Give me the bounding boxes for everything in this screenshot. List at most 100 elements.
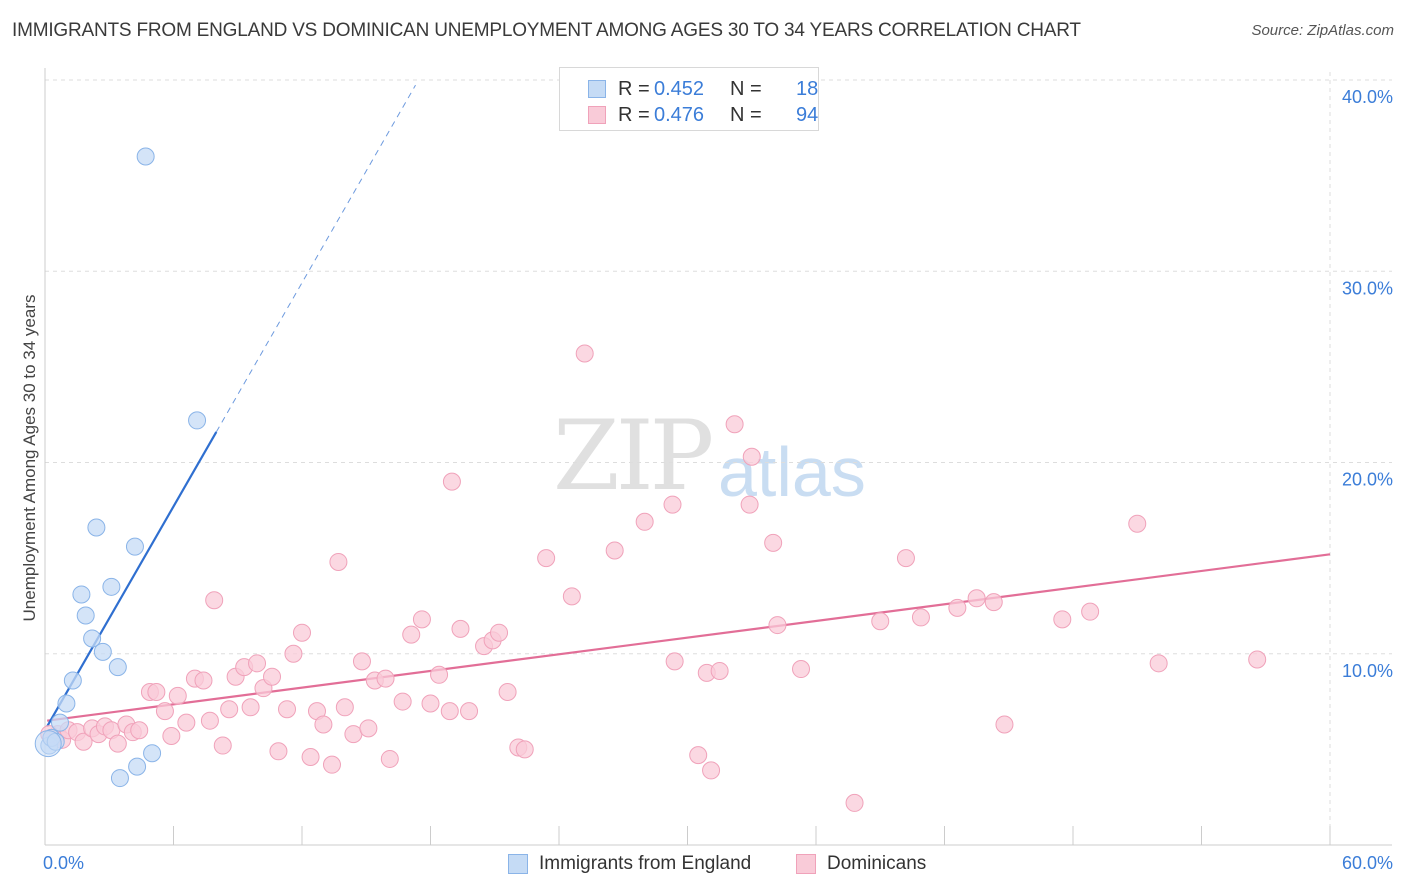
dominican-point <box>896 549 915 568</box>
x-tick-label: 0.0% <box>43 853 84 873</box>
legend-n-label: N = <box>730 104 762 126</box>
chart-title: IMMIGRANTS FROM ENGLAND VS DOMINICAN UNE… <box>12 20 1081 41</box>
dominican-point <box>948 598 967 617</box>
dominican-point <box>871 612 890 631</box>
dominican-point <box>74 732 93 751</box>
dominican-point <box>402 625 421 644</box>
dominican-point <box>911 608 930 627</box>
dominican-point <box>359 719 378 738</box>
dominican-point <box>293 623 311 642</box>
bottom-legend-label-dominicans: Dominicans <box>827 853 927 874</box>
dominican-point <box>665 652 684 671</box>
england-point <box>143 744 162 763</box>
england-point <box>102 577 121 596</box>
england-point <box>83 629 102 648</box>
dominican-point <box>1081 602 1100 621</box>
dominican-point <box>490 623 509 642</box>
dominican-point <box>147 683 166 701</box>
dominican-point <box>108 734 127 753</box>
dominican-point <box>537 549 556 568</box>
legend-r-value: 0.452 <box>654 78 705 100</box>
dominican-point <box>740 495 759 514</box>
dominican-point <box>430 665 449 684</box>
dominican-point <box>845 793 864 812</box>
dominican-point <box>792 660 811 679</box>
trend-lines <box>46 84 1331 727</box>
dominican-point <box>1149 654 1168 673</box>
dominican-point <box>460 702 479 721</box>
dominican-point <box>575 344 594 363</box>
bottom-legend-swatch-england <box>508 854 528 874</box>
england-point <box>87 518 106 537</box>
england-point-cluster <box>34 730 62 758</box>
dominican-point <box>278 700 297 719</box>
england-point <box>125 537 144 556</box>
bottom-legend-label-england: Immigrants from England <box>539 853 752 874</box>
dominican-point <box>284 644 303 663</box>
y-tick-label: 20.0% <box>1342 470 1393 490</box>
dominican-point <box>635 512 654 531</box>
dominican-point <box>162 726 181 745</box>
dominican-point <box>1053 610 1072 629</box>
dominican-point <box>451 619 470 638</box>
dominican-point <box>194 671 213 690</box>
x-tick-label: 60.0% <box>1342 853 1393 873</box>
england-point <box>108 658 127 677</box>
y-tick-label: 30.0% <box>1342 278 1393 298</box>
dominican-point <box>200 711 219 730</box>
bottom-legend-swatch-dominicans <box>796 854 816 874</box>
dominican-point <box>562 587 581 606</box>
dominican-point <box>764 533 783 552</box>
grid-lines <box>45 72 1392 845</box>
dominican-point <box>352 652 371 671</box>
england-point <box>57 694 76 713</box>
legend-n-value: 18 <box>796 78 819 100</box>
dominican-point <box>155 702 174 721</box>
dominican-point <box>177 713 196 732</box>
dominican-point <box>984 593 1003 612</box>
dominican-point <box>314 715 333 734</box>
dominican-point <box>344 725 363 744</box>
correlation-legend: R = 0.452 N = 18 R = 0.476 N = 94 <box>559 67 819 131</box>
england-point <box>63 671 82 690</box>
dominican-point <box>301 748 320 767</box>
dominican-point <box>742 447 761 466</box>
dominican-point <box>393 692 412 711</box>
dominican-point <box>768 616 787 635</box>
dominican-point <box>241 698 260 717</box>
england-point <box>128 757 147 776</box>
dominican-point <box>515 740 534 759</box>
dominican-point <box>248 654 267 673</box>
watermark-atlas: atlas <box>718 433 866 511</box>
dominican-point <box>689 746 708 765</box>
dominican-point <box>1128 514 1147 533</box>
england-point <box>76 606 95 625</box>
england-point <box>72 585 91 604</box>
dominican-point <box>442 472 461 491</box>
england-point <box>50 713 69 732</box>
legend-n-label: N = <box>730 78 762 100</box>
legend-r-label: R = <box>618 78 650 100</box>
dominican-point <box>220 700 239 719</box>
dominican-point <box>440 702 459 721</box>
dominican-point <box>605 541 624 560</box>
axes <box>44 68 1392 846</box>
dominican-point <box>412 610 431 629</box>
watermark-zip: ZIP <box>553 400 714 512</box>
dominican-point <box>213 736 232 755</box>
dominican-point <box>329 552 348 571</box>
source-credit: Source: ZipAtlas.com <box>1251 22 1394 39</box>
dominican-point <box>710 661 729 680</box>
dominican-point <box>376 669 395 688</box>
dominican-point <box>130 721 149 740</box>
dominican-point <box>322 755 341 774</box>
england-point <box>188 411 207 430</box>
england-point <box>136 147 155 166</box>
dominican-point <box>421 694 440 713</box>
legend-r-value: 0.476 <box>654 104 705 126</box>
tick-labels: 10.0% 20.0% 30.0% 40.0% 0.0% 60.0% <box>43 87 1393 873</box>
dominican-point <box>205 591 224 610</box>
legend-n-value: 94 <box>796 104 819 126</box>
legend-swatch-dominicans <box>588 106 606 124</box>
legend-r-label: R = <box>618 104 650 126</box>
